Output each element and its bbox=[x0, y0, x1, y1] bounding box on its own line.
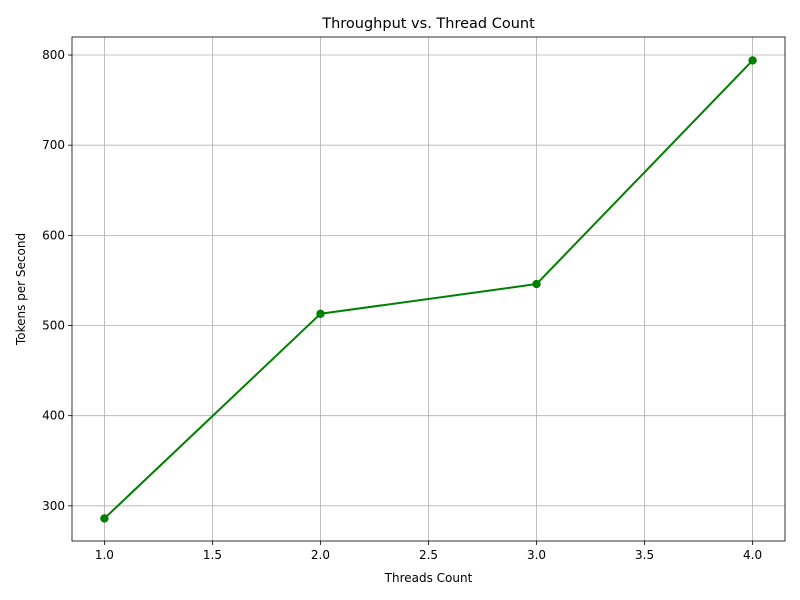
x-tick-label: 2.5 bbox=[419, 548, 438, 562]
x-axis-ticks: 1.0 1.5 2.0 2.5 3.0 3.5 4.0 bbox=[95, 541, 762, 562]
data-point bbox=[100, 514, 109, 523]
y-tick-label: 600 bbox=[42, 228, 65, 242]
x-tick-label: 1.0 bbox=[95, 548, 114, 562]
data-point bbox=[748, 56, 757, 65]
grid bbox=[72, 37, 785, 541]
x-tick-label: 4.0 bbox=[743, 548, 762, 562]
y-tick-label: 300 bbox=[42, 499, 65, 513]
y-tick-label: 800 bbox=[42, 48, 65, 62]
y-tick-label: 700 bbox=[42, 138, 65, 152]
x-tick-label: 2.0 bbox=[311, 548, 330, 562]
x-tick-label: 3.5 bbox=[635, 548, 654, 562]
series-line bbox=[103, 59, 754, 520]
x-axis-label: Threads Count bbox=[384, 571, 473, 585]
series-layer bbox=[100, 56, 757, 523]
y-axis-ticks: 300 400 500 600 700 800 bbox=[42, 48, 72, 513]
y-tick-label: 400 bbox=[42, 409, 65, 423]
data-point bbox=[532, 279, 541, 289]
data-point bbox=[316, 309, 325, 318]
y-axis-label: Tokens per Second bbox=[14, 233, 28, 346]
x-tick-label: 3.0 bbox=[527, 548, 546, 562]
x-tick-label: 1.5 bbox=[203, 548, 222, 562]
y-tick-label: 500 bbox=[42, 319, 65, 333]
chart-title: Throughput vs. Thread Count bbox=[321, 16, 535, 32]
